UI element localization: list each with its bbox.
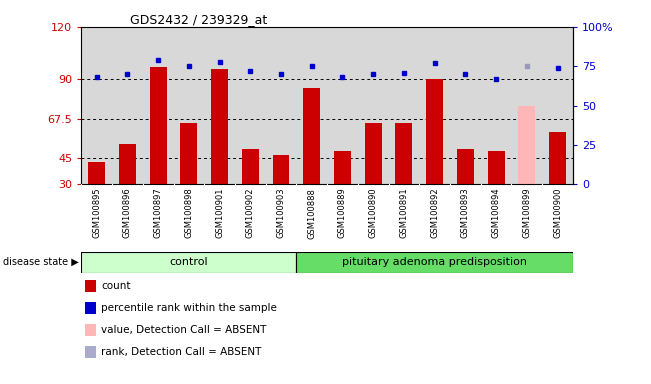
Text: count: count (101, 281, 130, 291)
Text: GSM100891: GSM100891 (400, 188, 408, 238)
Bar (518, 106, 535, 184)
Bar (273, 155, 290, 184)
Text: GSM100890: GSM100890 (368, 188, 378, 238)
Bar (211, 69, 228, 184)
Text: GSM100894: GSM100894 (492, 188, 501, 238)
Bar (296, 252, 573, 273)
Text: GSM100900: GSM100900 (553, 188, 562, 238)
Bar (549, 132, 566, 184)
Text: GSM100895: GSM100895 (92, 188, 102, 238)
Text: GSM100893: GSM100893 (461, 188, 470, 238)
Bar (150, 67, 167, 184)
Bar (89, 162, 105, 184)
Text: pituitary adenoma predisposition: pituitary adenoma predisposition (342, 257, 527, 267)
Bar (242, 149, 259, 184)
Text: GSM100892: GSM100892 (430, 188, 439, 238)
Bar (365, 123, 381, 184)
Text: GSM100903: GSM100903 (277, 188, 286, 238)
Bar (303, 88, 320, 184)
Text: GSM100901: GSM100901 (215, 188, 224, 238)
Bar (395, 123, 412, 184)
Text: value, Detection Call = ABSENT: value, Detection Call = ABSENT (101, 325, 266, 335)
Text: disease state ▶: disease state ▶ (3, 257, 79, 267)
Text: GSM100897: GSM100897 (154, 188, 163, 238)
Text: GSM100902: GSM100902 (246, 188, 255, 238)
Bar (119, 144, 136, 184)
Bar (81, 252, 296, 273)
Text: GDS2432 / 239329_at: GDS2432 / 239329_at (130, 13, 268, 26)
Text: GSM100899: GSM100899 (522, 188, 531, 238)
Bar (426, 79, 443, 184)
Text: GSM100888: GSM100888 (307, 188, 316, 238)
Text: GSM100896: GSM100896 (123, 188, 132, 238)
Bar (457, 149, 474, 184)
Bar (488, 151, 505, 184)
Text: percentile rank within the sample: percentile rank within the sample (101, 303, 277, 313)
Text: rank, Detection Call = ABSENT: rank, Detection Call = ABSENT (101, 347, 261, 357)
Text: GSM100898: GSM100898 (184, 188, 193, 238)
Bar (180, 123, 197, 184)
Text: control: control (169, 257, 208, 267)
Text: GSM100889: GSM100889 (338, 188, 347, 238)
Bar (334, 151, 351, 184)
